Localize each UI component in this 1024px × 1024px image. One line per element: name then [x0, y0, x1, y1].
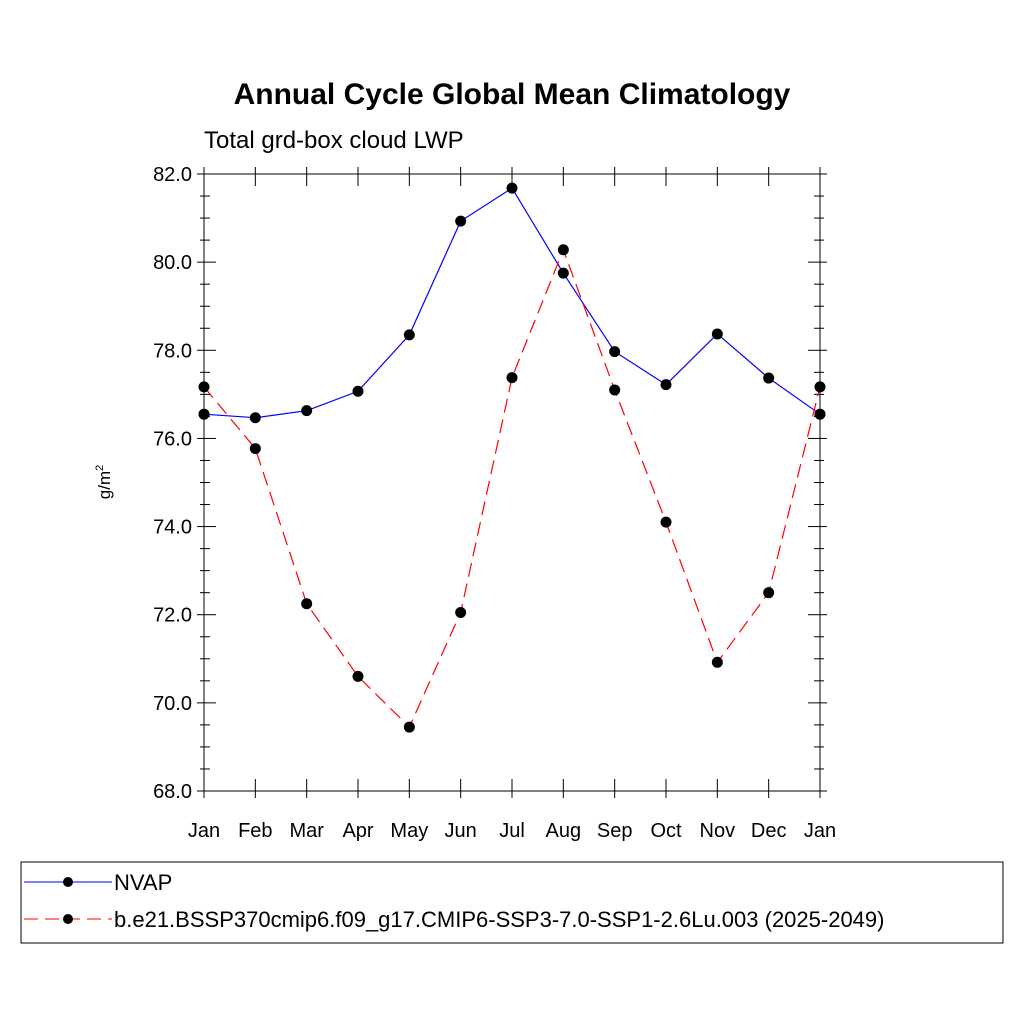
data-point-1 [249, 443, 261, 455]
data-point-0 [557, 267, 569, 279]
axis-ticks [197, 167, 827, 798]
x-tick-label: Jun [445, 820, 477, 842]
x-tick-label: Aug [546, 820, 582, 842]
data-point-1 [711, 656, 723, 668]
data-point-0 [711, 328, 723, 340]
x-tick-label: Jul [499, 820, 525, 842]
y-tick-label: 70.0 [153, 693, 192, 715]
legend-marker-nvap [63, 877, 73, 887]
data-point-1 [352, 670, 364, 682]
x-tick-label: Sep [597, 820, 633, 842]
data-point-0 [455, 215, 467, 227]
data-point-0 [609, 346, 621, 358]
legend-marker-model [63, 914, 73, 924]
y-axis-label-sup: 2 [94, 465, 106, 471]
y-tick-label: 76.0 [153, 428, 192, 450]
y-axis-label-base: g/m [95, 471, 114, 499]
data-point-1 [506, 372, 518, 384]
data-point-1 [403, 721, 415, 733]
x-tick-labels: Jan Feb Mar Apr May Jun Jul Aug Sep Oct Nov Dec Jan [188, 820, 836, 842]
data-point-1 [609, 384, 621, 396]
x-tick-label: Dec [751, 820, 787, 842]
chart-subtitle: Total grd-box cloud LWP [204, 127, 464, 154]
legend-label-nvap: NVAP [114, 870, 172, 895]
legend-box [20, 861, 1004, 944]
data-point-0 [403, 329, 415, 341]
data-point-1 [660, 516, 672, 528]
data-point-1 [301, 598, 313, 610]
data-point-0 [506, 182, 518, 194]
chart-title: Annual Cycle Global Mean Climatology [234, 78, 791, 111]
data-point-0 [763, 372, 775, 384]
x-tick-label: May [390, 820, 428, 842]
series-line-0 [203, 187, 821, 419]
y-tick-label: 78.0 [153, 340, 192, 362]
y-tick-label: 68.0 [153, 781, 192, 803]
y-axis-label: g/m2 [94, 465, 114, 499]
x-tick-label: Oct [650, 820, 682, 842]
y-tick-labels: 68.0 70.0 72.0 74.0 76.0 78.0 80.0 82.0 [153, 164, 192, 803]
series-line-1 [203, 248, 821, 729]
x-tick-label: Apr [342, 820, 373, 842]
y-tick-label: 82.0 [153, 164, 192, 186]
legend-label-model: b.e21.BSSP370cmip6.f09_g17.CMIP6-SSP3-7.… [114, 907, 884, 932]
data-point-0 [301, 405, 313, 417]
data-point-0 [249, 412, 261, 424]
x-tick-label: Jan [188, 820, 220, 842]
x-tick-label: Mar [289, 820, 324, 842]
data-point-1 [763, 587, 775, 599]
x-tick-label: Nov [700, 820, 736, 842]
data-point-0 [660, 379, 672, 391]
x-tick-label: Feb [238, 820, 272, 842]
data-point-1 [557, 244, 569, 256]
x-tick-label: Jan [804, 820, 836, 842]
y-tick-label: 74.0 [153, 517, 192, 539]
y-tick-label: 80.0 [153, 252, 192, 274]
data-point-0 [352, 385, 364, 397]
y-tick-label: 72.0 [153, 605, 192, 627]
series-lines [198, 182, 826, 733]
data-point-1 [455, 607, 467, 619]
legend: NVAP b.e21.BSSP370cmip6.f09_g17.CMIP6-SS… [20, 861, 1004, 944]
plot-frame [203, 173, 821, 792]
